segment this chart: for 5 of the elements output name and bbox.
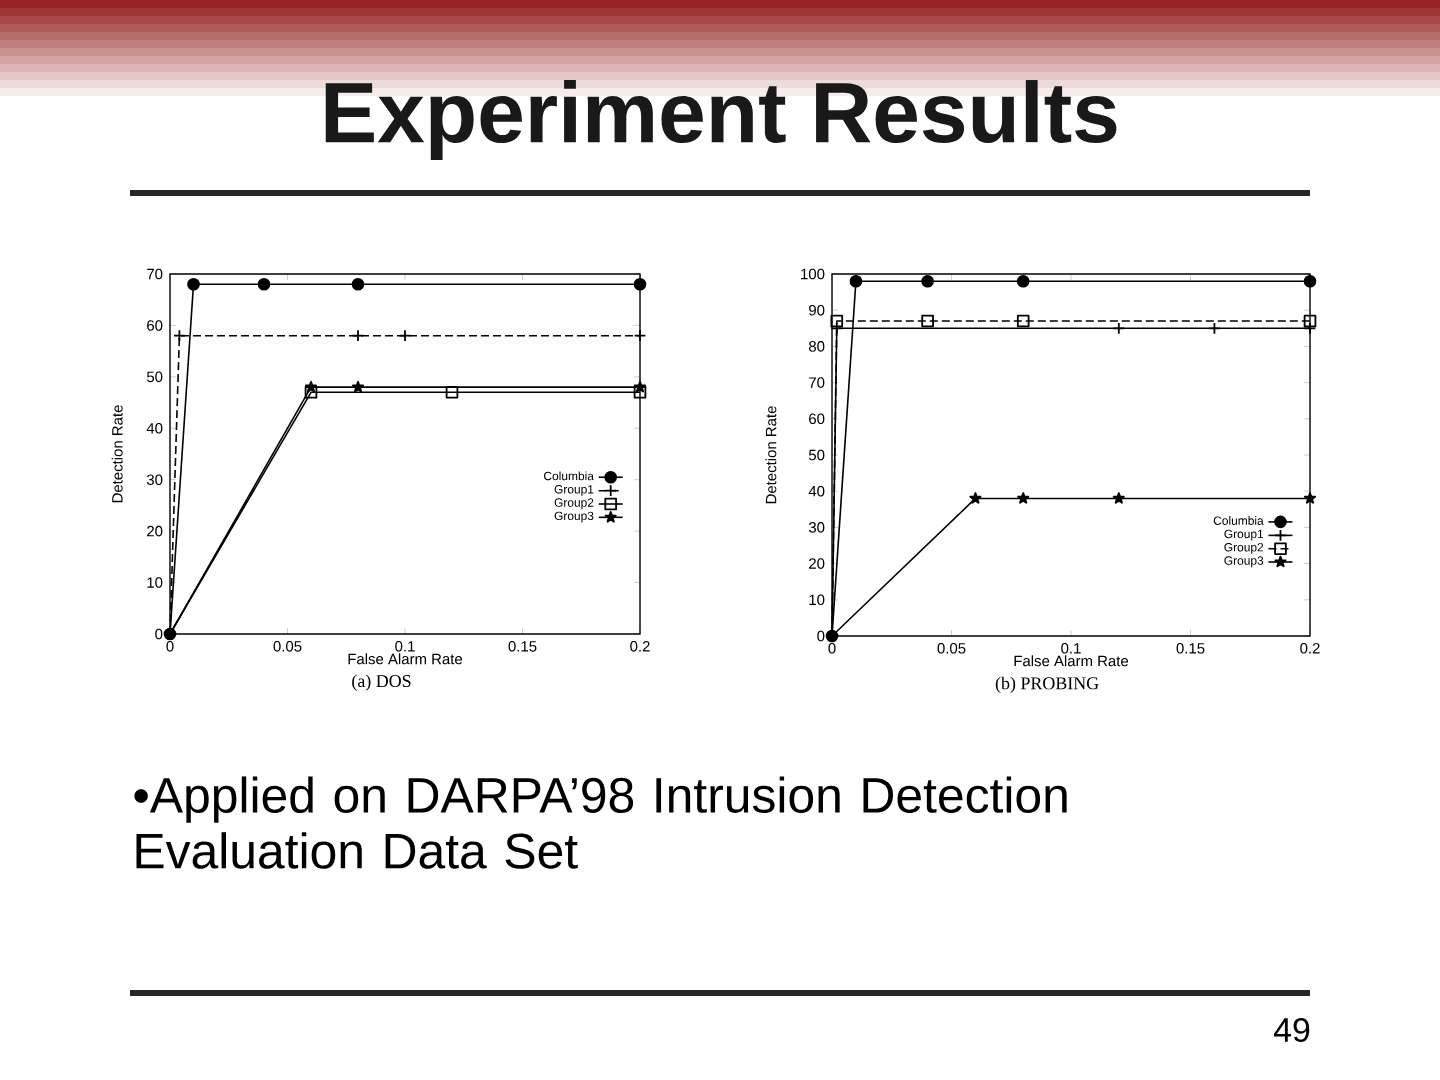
- text: •Applied on DARPA’98 Intrusion Detection Evaluation Data Set: [134, 776, 1067, 869]
- text: (b) PROBING: [995, 676, 1099, 693]
- text: Experiment Results: [325, 80, 1117, 160]
- text: (a) DOS: [352, 674, 411, 691]
- text: 49: [1273, 1018, 1310, 1042]
